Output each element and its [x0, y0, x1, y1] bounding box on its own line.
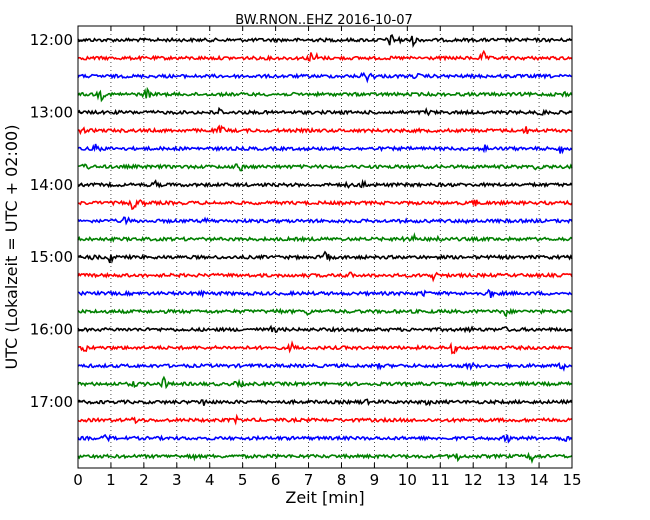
grid-lines	[110, 26, 540, 468]
y-tick-label: 13:00	[30, 103, 73, 121]
trace-1545	[77, 307, 573, 318]
y-tick-labels: 12:00 13:00 14:00 15:00 16:00 17:00	[30, 31, 73, 411]
x-tick-labels: 0 1 2 3 4 5 6 7 8 9 10 11 12 13 14 15	[73, 471, 581, 489]
trace-1630	[77, 361, 573, 372]
chart-title: BW.RNON..EHZ 2016-10-07	[235, 13, 413, 28]
trace-1300	[77, 106, 573, 117]
x-tick-label: 2	[139, 471, 149, 489]
x-tick-label: 0	[73, 471, 83, 489]
y-axis-label: UTC (Lokalzeit = UTC + 02:00)	[2, 125, 21, 370]
x-tick-label: 7	[304, 471, 314, 489]
x-tick-label: 13	[497, 471, 516, 489]
trace-1745	[77, 451, 573, 465]
y-tick-label: 12:00	[30, 31, 73, 49]
x-tick-label: 3	[172, 471, 182, 489]
x-tick-label: 9	[370, 471, 380, 489]
y-tick-label: 14:00	[30, 176, 73, 194]
x-tick-label: 1	[106, 471, 116, 489]
trace-1730	[77, 433, 573, 444]
x-tick-label: 12	[464, 471, 483, 489]
trace-1600	[77, 324, 573, 334]
trace-1515	[77, 271, 573, 283]
trace-1400	[77, 178, 573, 189]
x-tick-label: 6	[271, 471, 281, 489]
trace-1700	[77, 398, 573, 407]
y-tick-label: 17:00	[30, 393, 73, 411]
x-tick-label: 4	[205, 471, 215, 489]
ticks	[77, 26, 573, 468]
trace-1215	[77, 49, 573, 62]
trace-1330	[77, 143, 573, 155]
trace-1715	[77, 413, 573, 426]
y-tick-label: 15:00	[30, 248, 73, 266]
trace-1415	[77, 199, 573, 211]
trace-1615	[77, 340, 573, 355]
trace-1430	[77, 216, 573, 226]
x-tick-label: 15	[562, 471, 581, 489]
plot-frame	[77, 25, 573, 469]
trace-1345	[77, 163, 573, 172]
trace-1530	[77, 288, 573, 299]
trace-1315	[77, 124, 573, 136]
x-tick-label: 11	[431, 471, 450, 489]
x-tick-label: 14	[530, 471, 549, 489]
trace-1445	[77, 231, 573, 243]
traces	[77, 33, 573, 465]
trace-1645	[77, 375, 573, 390]
trace-1200	[77, 33, 573, 49]
trace-1245	[77, 86, 573, 103]
y-tick-label: 16:00	[30, 321, 73, 339]
trace-1230	[77, 71, 573, 84]
x-tick-label: 8	[337, 471, 347, 489]
x-axis-label: Zeit [min]	[285, 488, 364, 507]
x-tick-label: 5	[238, 471, 248, 489]
trace-1500	[77, 250, 573, 264]
x-tick-label: 10	[398, 471, 417, 489]
